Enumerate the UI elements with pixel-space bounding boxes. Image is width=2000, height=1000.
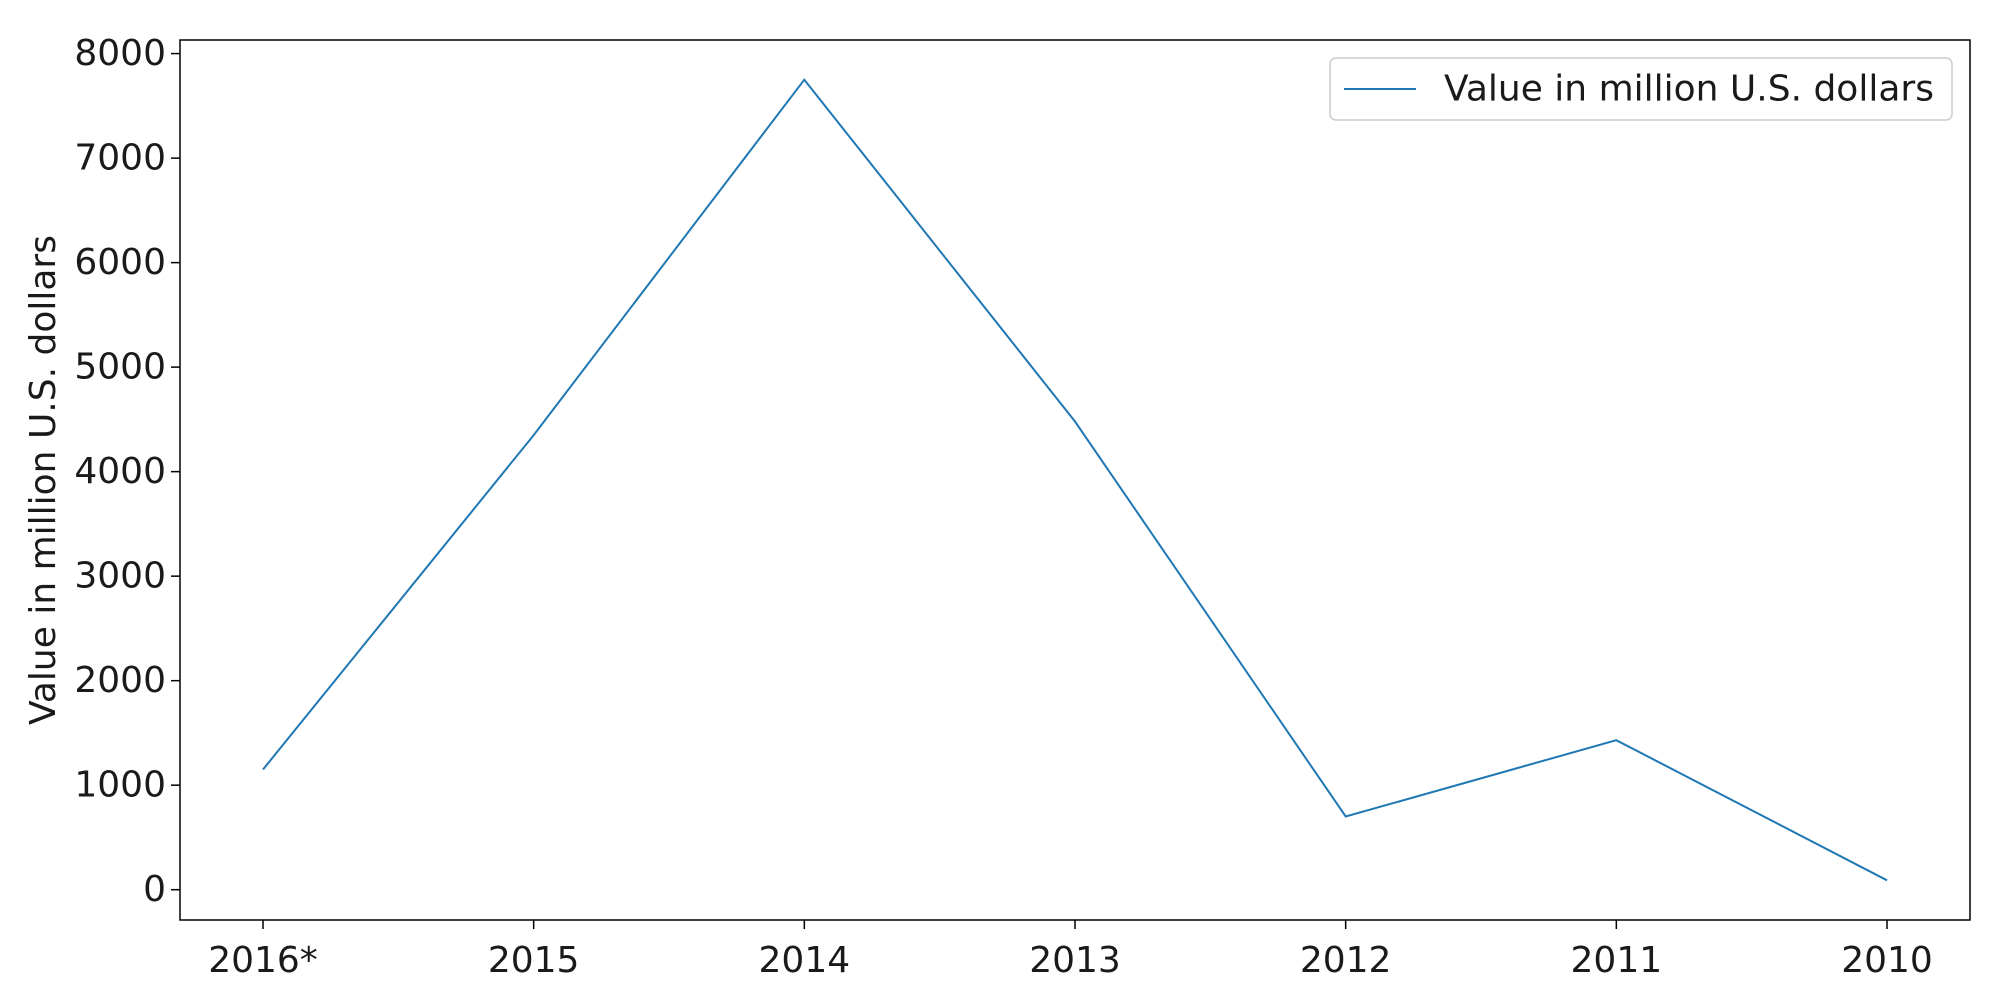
legend: Value in million U.S. dollars bbox=[1329, 57, 1953, 121]
y-axis-label: Value in million U.S. dollars bbox=[23, 235, 64, 725]
y-tick-label: 3000 bbox=[74, 556, 166, 597]
y-tick-label: 0 bbox=[143, 869, 166, 910]
y-tick-label: 8000 bbox=[74, 33, 166, 74]
legend-box bbox=[1329, 57, 1953, 121]
x-tick-label: 2010 bbox=[1841, 940, 1933, 981]
series-line bbox=[262, 78, 1888, 882]
y-tick-label: 4000 bbox=[74, 451, 166, 492]
x-tick-label: 2016* bbox=[208, 940, 318, 981]
y-tick-label: 5000 bbox=[74, 347, 166, 388]
x-tick-label: 2011 bbox=[1571, 940, 1663, 981]
y-tick-label: 2000 bbox=[74, 660, 166, 701]
x-tick-label: 2014 bbox=[759, 940, 851, 981]
x-tick-label: 2012 bbox=[1300, 940, 1392, 981]
y-tick-label: 1000 bbox=[74, 765, 166, 806]
y-axis-ticks: 0 1000 2000 3000 4000 5000 6000 7000 8000 bbox=[74, 33, 180, 910]
x-axis-ticks: 2016* 2015 2014 2013 2012 2011 2010 bbox=[208, 920, 1933, 981]
plot-frame bbox=[179, 39, 1971, 921]
y-axis-label-group: Value in million U.S. dollars bbox=[23, 235, 64, 725]
y-tick-label: 6000 bbox=[74, 242, 166, 283]
legend-label: Value in million U.S. dollars bbox=[1444, 69, 1934, 110]
x-tick-label: 2013 bbox=[1029, 940, 1121, 981]
y-tick-label: 7000 bbox=[74, 138, 166, 179]
x-tick-label: 2015 bbox=[488, 940, 580, 981]
